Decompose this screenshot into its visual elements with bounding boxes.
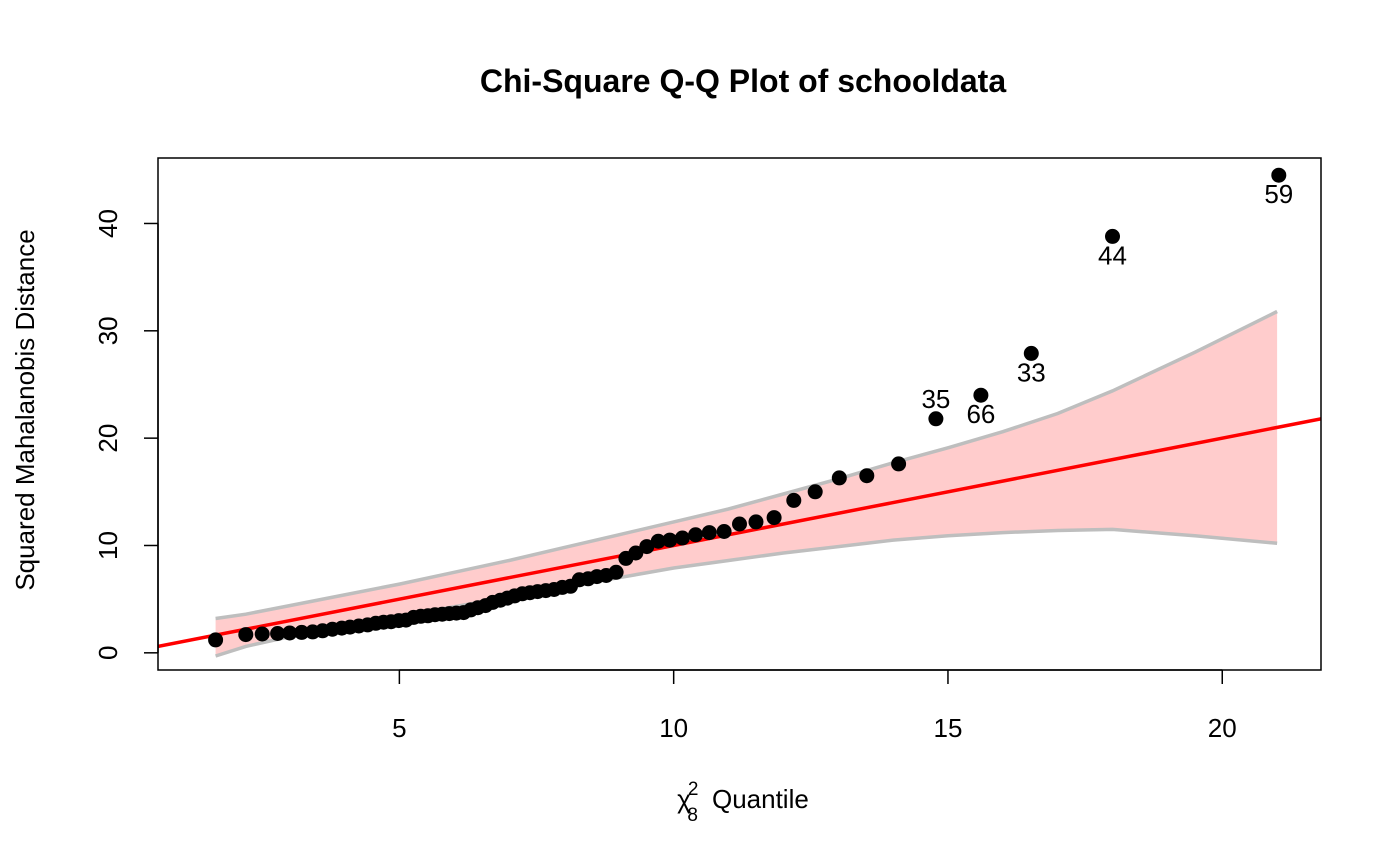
data-point [807,484,823,500]
data-point [831,470,847,486]
outlier-label: 35 [921,384,950,414]
data-point [891,456,907,472]
y-tick-label: 30 [93,316,123,345]
data-point [973,387,989,403]
data-point [688,527,704,543]
reference-line-layer [158,417,1321,649]
y-tick-label: 20 [93,424,123,453]
y-axis-label: Squared Mahalanobis Distance [10,229,40,590]
reference-line [158,417,1321,649]
data-point [650,533,666,549]
data-point [238,627,254,643]
x-tick-label: 20 [1208,713,1237,743]
outlier-label: 66 [966,399,995,429]
outlier-label: 44 [1098,240,1127,270]
x-tick-label: 5 [392,713,406,743]
outlier-labels: 35 66 33 44 59 [921,179,1293,429]
outlier-label: 59 [1264,179,1293,209]
y-tick-label: 10 [93,531,123,560]
data-point [628,545,644,561]
chart-title: Chi-Square Q-Q Plot of schooldata [480,63,1006,99]
band-upper-line [215,309,1278,621]
x-axis-superscript: 2 [688,779,699,800]
x-tick-label: 10 [659,713,688,743]
data-point [766,510,782,526]
y-tick-label: 0 [93,646,123,660]
data-point [928,411,944,427]
data-point [701,525,717,541]
band-fill [215,311,1278,656]
x-axis: 5 10 15 20 [392,669,1237,743]
data-point [748,514,764,530]
data-point [1105,228,1120,244]
x-axis-label: χ2 8 Quantile [677,779,809,826]
data-point [270,626,286,641]
data-point [716,524,732,539]
outlier-label: 33 [1017,357,1046,387]
x-axis-text: Quantile [712,784,809,814]
y-tick-label: 40 [93,209,123,238]
data-point [786,492,802,508]
x-axis-symbol: χ [677,784,691,814]
data-points [208,167,1287,648]
y-axis: 0 10 20 30 40 [93,209,159,660]
data-point [859,468,875,484]
data-point [1271,167,1287,183]
data-point [294,624,310,640]
data-point [208,632,224,648]
x-axis-subscript: 8 [687,805,698,826]
data-point [674,530,690,546]
data-point [282,625,298,641]
data-point [662,532,678,548]
data-point [639,539,655,555]
data-point [732,516,747,532]
data-point [254,626,270,642]
x-tick-label: 15 [934,713,963,743]
data-point [1023,345,1039,361]
data-point [608,564,624,580]
